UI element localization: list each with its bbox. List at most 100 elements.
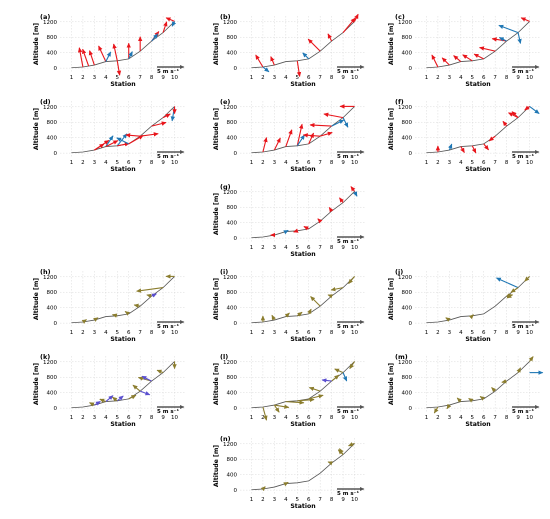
x-tick-label: 7 [493,330,497,336]
scale-label: 5 m s⁻¹ [512,68,535,75]
x-tick-label: 3 [93,160,97,166]
x-tick-label: 2 [81,415,85,421]
x-tick-label: 8 [505,330,509,336]
scale-label: 5 m s⁻¹ [337,68,360,75]
panel-label: (g) [220,183,231,191]
panel-h: 1 2 3 4 5 6 7 8 9 10 0 400 800 1200 Station Altitude [m… [33,268,186,343]
y-axis-label: Altitude [m] [213,23,220,65]
x-tick-label: 6 [307,160,311,166]
x-tick-label: 5 [296,75,300,81]
y-tick-label: 0 [54,151,58,157]
wind-vector-arrow [331,119,345,127]
y-tick-label: 400 [227,136,238,142]
x-tick-label: 2 [436,330,440,336]
y-tick-label: 1200 [223,190,237,196]
scale-label: 5 m s⁻¹ [512,153,535,160]
x-tick-label: 6 [482,160,486,166]
x-tick-label: 9 [341,245,345,251]
x-tick-label: 10 [351,75,358,81]
wind-vector-arrow [308,386,321,392]
wind-vector-arrow [491,387,497,393]
x-tick-label: 9 [161,160,165,166]
y-axis-label: Altitude [m] [213,363,220,405]
wind-vector-arrow [283,229,289,235]
x-tick-label: 9 [161,75,165,81]
scale-label: 5 m s⁻¹ [512,323,535,330]
y-tick-label: 800 [47,375,58,381]
y-tick-label: 400 [47,306,58,312]
x-tick-label: 3 [273,497,277,503]
x-tick-label: 6 [127,160,131,166]
x-tick-label: 5 [116,330,120,336]
y-tick-label: 400 [47,136,58,142]
y-tick-label: 0 [54,321,58,327]
y-tick-label: 400 [47,391,58,397]
y-axis-label: Altitude [m] [33,23,40,65]
x-tick-label: 10 [171,330,178,336]
x-tick-label: 7 [318,160,322,166]
altitude-profile-line [71,276,175,324]
altitude-profile-line [251,21,355,69]
panel-g: 1 2 3 4 5 6 7 8 9 10 0 400 800 1200 Station Altitude [m… [213,183,366,258]
x-tick-label: 6 [482,415,486,421]
x-tick-label: 6 [307,497,311,503]
x-tick-label: 1 [425,75,429,81]
y-tick-label: 800 [227,120,238,126]
y-tick-label: 800 [47,290,58,296]
x-tick-label: 9 [516,415,520,421]
wind-vector-arrow [339,448,344,455]
wind-vector-arrow [331,374,340,382]
x-tick-label: 8 [330,160,334,166]
wind-vector-arrow [262,137,268,153]
wind-vector-arrow [471,145,477,154]
wind-vector-arrow [273,404,280,413]
wind-vector-arrow [528,356,534,362]
wind-vector-arrow [156,369,164,374]
x-tick-label: 7 [493,160,497,166]
wind-vector-arrow [502,120,508,127]
wind-vector-arrow [479,396,486,401]
x-tick-label: 10 [526,160,533,166]
scale-label: 5 m s⁻¹ [157,323,180,330]
x-axis-label: Station [110,421,135,428]
altitude-profile-line [251,106,355,154]
panel-j: 1 2 3 4 5 6 7 8 9 10 0 400 800 1200 Station Altitude [m… [388,268,541,343]
x-axis-label: Station [110,81,135,88]
wind-vector-arrow [453,55,462,62]
wind-vector-arrow [117,142,130,147]
wind-vector-arrow [162,21,168,33]
wind-vector-arrow [327,461,333,466]
panel-n: 1 2 3 4 5 6 7 8 9 10 0 400 800 1200 Station Altitude [m… [213,435,366,510]
x-tick-label: 3 [273,160,277,166]
x-tick-label: 3 [273,245,277,251]
x-tick-label: 1 [250,245,254,251]
x-tick-label: 10 [526,415,533,421]
altitude-profile-line [251,443,355,491]
x-tick-label: 10 [351,160,358,166]
x-tick-label: 1 [70,160,74,166]
x-tick-label: 5 [296,415,300,421]
y-tick-label: 1200 [223,20,237,26]
panel-label: (c) [395,13,405,21]
wind-vector-arrow [441,57,450,66]
x-tick-label: 3 [273,415,277,421]
scale-label: 5 m s⁻¹ [337,408,360,415]
wind-vector-arrow [125,133,141,138]
wind-vector-arrow [171,21,177,27]
x-axis-label: Station [110,166,135,173]
y-tick-label: 1200 [223,105,237,111]
x-tick-label: 8 [505,415,509,421]
wind-vector-arrow [310,296,321,307]
panel-label: (j) [395,268,403,276]
x-tick-label: 2 [261,330,265,336]
wind-vector-arrow [433,406,439,414]
x-tick-label: 3 [448,415,452,421]
panel-label: (e) [220,98,230,106]
panel-l: 1 2 3 4 5 6 7 8 9 10 0 400 800 1200 Station Altitude [m… [213,353,366,428]
x-tick-label: 10 [526,75,533,81]
x-tick-label: 3 [448,160,452,166]
x-tick-label: 10 [351,330,358,336]
altitude-profile-line [426,106,530,154]
altitude-profile-line [426,21,530,69]
x-tick-label: 5 [296,160,300,166]
